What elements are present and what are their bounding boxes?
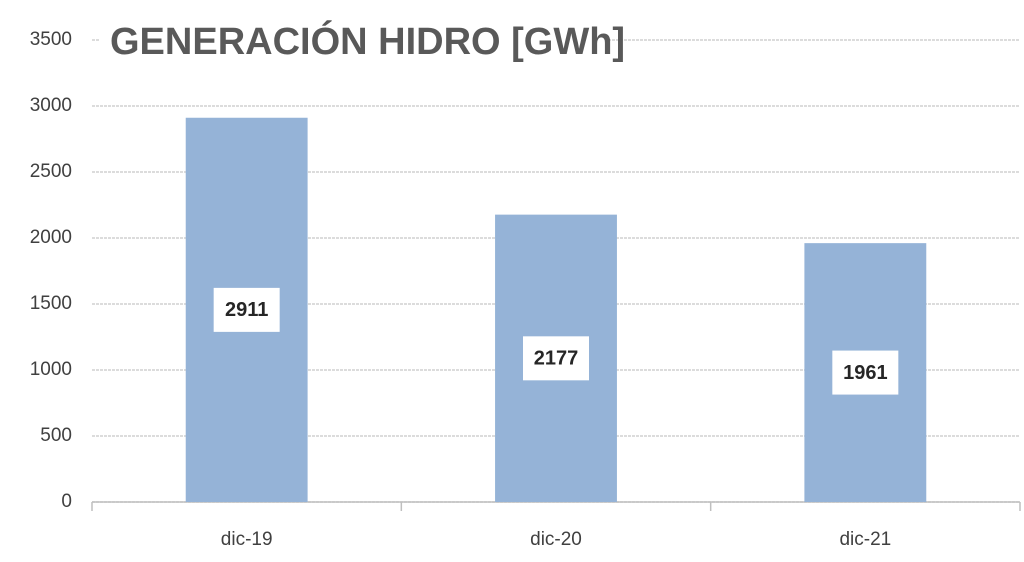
y-tick-label: 500 — [40, 425, 72, 446]
y-tick-label: 2000 — [30, 227, 72, 248]
value-label-box — [832, 350, 899, 395]
value-label: 1961 — [843, 362, 888, 384]
x-tick-label: dic-20 — [530, 529, 582, 550]
y-tick-label: 1000 — [30, 359, 72, 380]
title-background — [100, 14, 610, 70]
y-tick-label: 3000 — [30, 95, 72, 116]
y-tick-label: 2500 — [30, 161, 72, 182]
value-label: 2177 — [534, 348, 579, 370]
y-tick-label: 0 — [61, 491, 72, 512]
x-tick-label: dic-21 — [839, 529, 891, 550]
y-tick-label: 1500 — [30, 293, 72, 314]
y-tick-label: 3500 — [30, 29, 72, 50]
value-label-box — [523, 336, 589, 381]
value-label: 2911 — [225, 299, 268, 321]
x-tick-label: dic-19 — [221, 529, 273, 550]
value-label-box — [213, 287, 280, 332]
chart-title: GENERACIÓN HIDRO [GWh] — [110, 19, 625, 63]
